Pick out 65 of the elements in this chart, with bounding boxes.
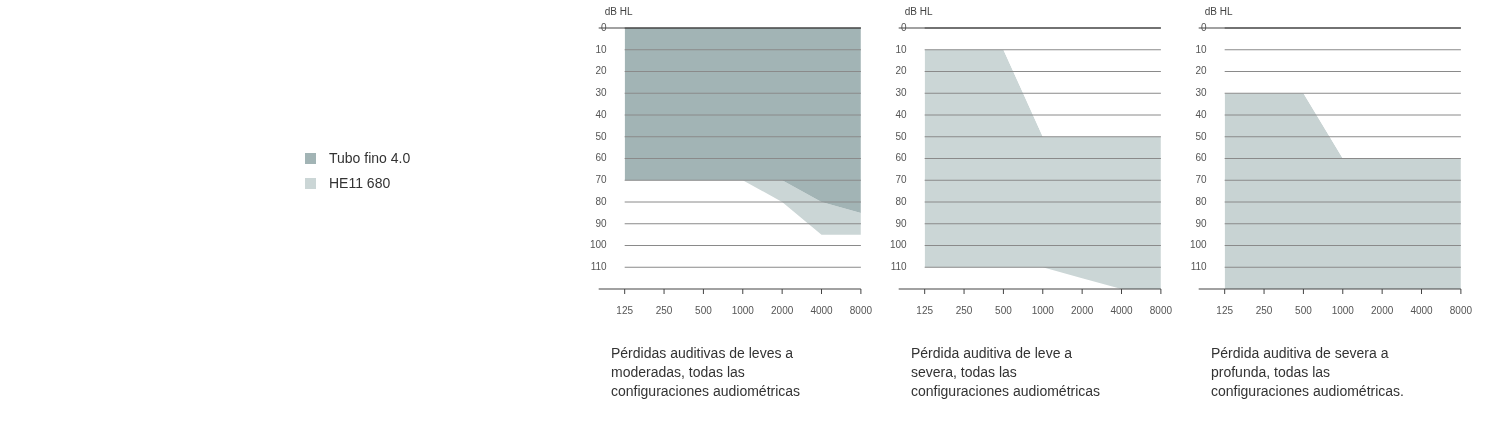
y-tick-label: 30 — [895, 87, 908, 98]
y-tick-label: 70 — [1195, 174, 1208, 185]
y-tick-label: 10 — [895, 43, 908, 55]
y-tick-label: 20 — [895, 65, 908, 77]
y-tick-label: 100 — [590, 239, 608, 251]
x-tick-label: 125 — [916, 304, 934, 316]
x-tick-label: 500 — [695, 304, 713, 316]
y-tick-label: 90 — [895, 217, 908, 229]
y-axis-title: dB HL — [904, 5, 933, 17]
y-tick-label: 70 — [895, 174, 908, 185]
y-tick-label: 20 — [1195, 65, 1208, 77]
x-tick-label: 1000 — [1031, 304, 1055, 316]
x-tick-label: 8000 — [849, 304, 873, 316]
y-tick-label: 80 — [895, 195, 908, 207]
y-tick-label: 0 — [901, 21, 908, 33]
x-tick-label: 2000 — [1371, 304, 1394, 316]
y-tick-label: 70 — [595, 174, 608, 185]
y-tick-label: 90 — [1195, 217, 1208, 229]
y-tick-label: 110 — [1190, 261, 1208, 272]
text: Pérdida auditiva de leve a severa, todas las configuraciones audiométricas — [911, 344, 1102, 401]
y-axis-title: dB HL — [1204, 5, 1233, 17]
x-tick-label: 8000 — [1149, 304, 1173, 316]
x-tick-label: 500 — [1295, 304, 1313, 316]
y-tick-label: 50 — [595, 130, 608, 142]
y-tick-label: 50 — [895, 130, 908, 142]
y-tick-label: 50 — [1195, 130, 1208, 142]
x-tick-label: 8000 — [1449, 304, 1473, 316]
y-tick-label: 40 — [895, 108, 908, 120]
y-tick-label: 10 — [595, 43, 608, 55]
y-tick-label: 0 — [601, 21, 608, 33]
y-tick-label: 10 — [1195, 43, 1208, 55]
legend-label: HE11 680 — [329, 175, 391, 191]
legend-label: Tubo fino 4.0 — [329, 150, 411, 166]
x-tick-label: 1000 — [1331, 304, 1355, 316]
text: Pérdida auditiva de severa a profunda, todas las configuraciones audiométricas. — [1211, 344, 1405, 401]
x-tick-label: 4000 — [1110, 304, 1134, 316]
y-tick-label: 90 — [595, 217, 608, 229]
x-tick-label: 250 — [655, 304, 673, 316]
y-tick-label: 0 — [1201, 21, 1208, 33]
x-tick-label: 1000 — [731, 304, 755, 316]
y-tick-label: 60 — [895, 152, 908, 164]
x-tick-label: 4000 — [1410, 304, 1434, 316]
text: Pérdidas auditivas de leves a moderadas, todas las configuraciones audiométricas — [611, 344, 802, 401]
x-tick-label: 4000 — [810, 304, 834, 316]
y-tick-label: 40 — [1195, 108, 1208, 120]
y-tick-label: 100 — [1190, 239, 1208, 251]
x-tick-label: 250 — [1255, 304, 1273, 316]
y-tick-label: 110 — [590, 261, 608, 272]
x-tick-label: 2000 — [1071, 304, 1094, 316]
x-tick-label: 500 — [995, 304, 1013, 316]
y-tick-label: 30 — [1195, 87, 1208, 98]
x-tick-label: 125 — [616, 304, 634, 316]
y-tick-label: 110 — [890, 261, 908, 272]
y-tick-label: 20 — [595, 65, 608, 77]
y-tick-label: 100 — [890, 239, 908, 251]
y-tick-label: 40 — [595, 108, 608, 120]
y-tick-label: 60 — [595, 152, 608, 164]
x-tick-label: 2000 — [771, 304, 794, 316]
x-tick-label: 250 — [955, 304, 973, 316]
y-tick-label: 80 — [1195, 195, 1208, 207]
y-tick-label: 80 — [595, 195, 608, 207]
y-axis-title: dB HL — [604, 5, 633, 17]
y-tick-label: 60 — [1195, 152, 1208, 164]
y-tick-label: 30 — [595, 87, 608, 98]
x-tick-label: 125 — [1216, 304, 1234, 316]
